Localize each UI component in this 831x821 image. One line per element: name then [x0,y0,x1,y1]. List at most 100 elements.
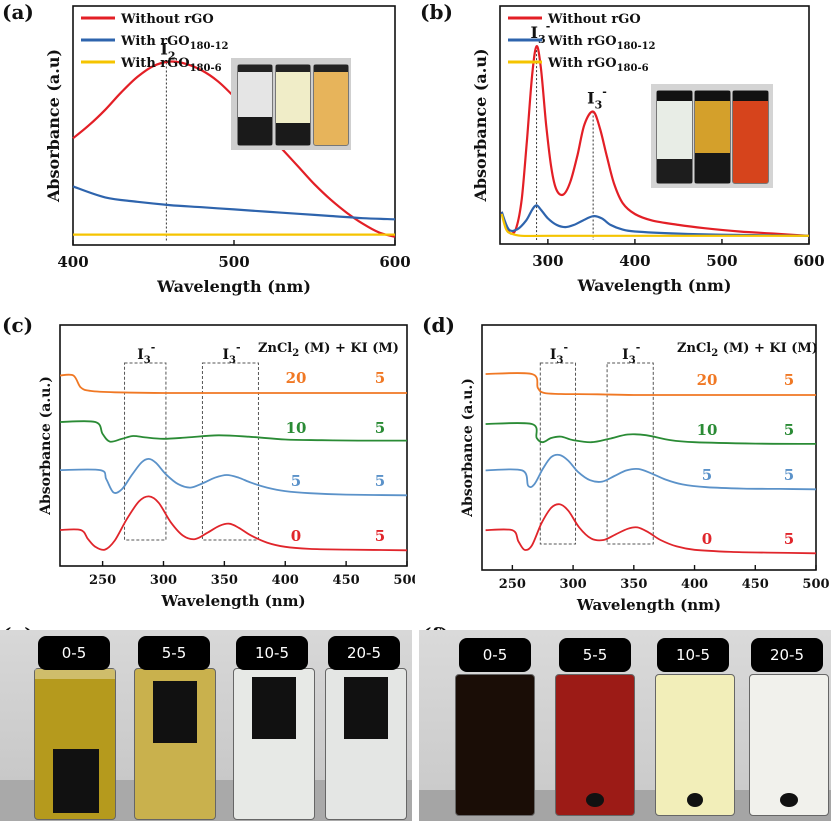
i3-label: I3- [222,341,240,366]
peak-annotation: I2 [160,39,175,62]
i3-region-box [124,362,167,541]
panel-label-c: (c) [2,313,34,337]
inset-photo-a [231,58,351,150]
zncl2-value: 10 [286,419,307,437]
i3-region-box [606,362,654,545]
y-axis-label: Absorbance (a.u) [44,49,63,203]
x-tick-label: 400 [681,577,708,592]
series-line [500,213,809,238]
y-axis-label: Absorbance (a.u.) [460,378,476,518]
i3-label: I3- [137,341,155,366]
x-tick-label: 400 [272,573,299,588]
x-tick-label: 400 [619,252,650,270]
x-tick-label: 500 [802,577,829,592]
ki-value: 5 [375,369,385,387]
zncl2-value: 20 [286,369,307,387]
series-line [72,185,396,221]
series-line [485,422,817,445]
ki-value: 5 [784,421,794,439]
x-axis-label: Wavelength (nm) [156,277,311,296]
tag-f-3: 10-5 [657,638,729,672]
series-line [500,204,810,237]
plot-frame [499,5,810,245]
ki-value: 5 [375,472,385,490]
tag-e-2: 5-5 [138,636,210,670]
i3-label: I3- [622,341,640,366]
vial-e-4 [325,668,407,820]
y-axis-label: Absorbance (a.u) [471,48,490,202]
photo-e: 0-5 5-5 10-5 20-5 [0,630,412,821]
inset-photo-b [651,84,773,188]
panel-label-a: (a) [2,0,34,24]
ki-value: 5 [375,527,385,545]
series-line [485,453,817,491]
peak-annotation: I3- [587,86,607,112]
plot-frame [481,324,817,571]
x-tick-label: 300 [150,573,177,588]
legend-label: Without rGO [547,12,641,27]
i3-region-box [201,362,259,541]
panel-label-d: (d) [422,313,455,337]
tag-e-3: 10-5 [236,636,308,670]
vial-e-2 [134,668,216,820]
x-tick-label: 450 [333,573,360,588]
x-tick-label: 500 [706,252,737,270]
x-tick-label: 300 [560,577,587,592]
photo-f: 0-5 5-5 10-5 20-5 [419,630,831,821]
chart-a: 400 500 600 Wavelength (nm) Absorbance (a.u)… [44,5,411,296]
vial-f-3 [655,674,735,816]
x-tick-label: 250 [499,577,526,592]
panel-label-b: (b) [420,0,453,24]
legend-label: Without rGO [120,12,214,27]
legend-label: With rGO180-12 [547,34,656,52]
chart-d: 250 300 350 400 450 500 Wavelength (nm) Absorba… [460,324,830,614]
vial-e-1 [34,668,116,820]
tag-f-2: 5-5 [559,638,631,672]
series-line [59,457,408,497]
zncl2-value: 5 [702,466,712,484]
zncl2-value: 0 [702,530,712,548]
vial-f-1 [455,674,535,816]
zncl2-value: 20 [697,371,718,389]
legend-label: With rGO180-6 [547,56,649,74]
x-tick-label: 300 [532,252,563,270]
x-tick-label: 350 [620,577,647,592]
i3-label: I3- [550,341,568,366]
x-axis-label: Wavelength (nm) [576,596,721,614]
series-line [59,420,407,443]
column-header: ZnCl2 (M) + KI (M) [258,341,399,359]
x-tick-label: 450 [742,577,769,592]
series-line [500,45,810,237]
ki-value: 5 [784,371,794,389]
ki-value: 5 [375,419,385,437]
i3-region-box [539,362,577,545]
tag-f-1: 0-5 [459,638,531,672]
tag-f-4: 20-5 [751,638,823,672]
series-line [59,373,407,394]
x-tick-label: 500 [393,573,415,588]
x-tick-label: 350 [211,573,238,588]
x-tick-label: 500 [218,253,249,271]
column-header: ZnCl2 (M) + KI (M) [677,341,818,359]
ki-value: 5 [784,530,794,548]
zncl2-value: 10 [697,421,718,439]
legend-label: With rGO180-12 [120,34,229,52]
plot-frame [59,324,408,567]
legend-label: With rGO180-6 [120,56,222,74]
vial-e-3 [233,668,315,820]
tag-e-1: 0-5 [38,636,110,670]
ki-value: 5 [784,466,794,484]
x-tick-label: 250 [89,573,116,588]
series-line [485,372,816,396]
y-axis-label: Absorbance (a.u.) [38,376,54,516]
tag-e-4: 20-5 [328,636,400,670]
zncl2-value: 0 [291,527,301,545]
zncl2-value: 5 [291,472,301,490]
series-line [485,503,817,555]
series-line [59,495,408,552]
chart-c: 250 300 350 400 450 500 Wavelength (nm) Absorba… [38,324,415,610]
x-tick-label: 400 [57,253,88,271]
x-axis-label: Wavelength (nm) [160,592,305,610]
x-axis-label: Wavelength (nm) [577,276,732,295]
vial-f-4 [749,674,829,816]
